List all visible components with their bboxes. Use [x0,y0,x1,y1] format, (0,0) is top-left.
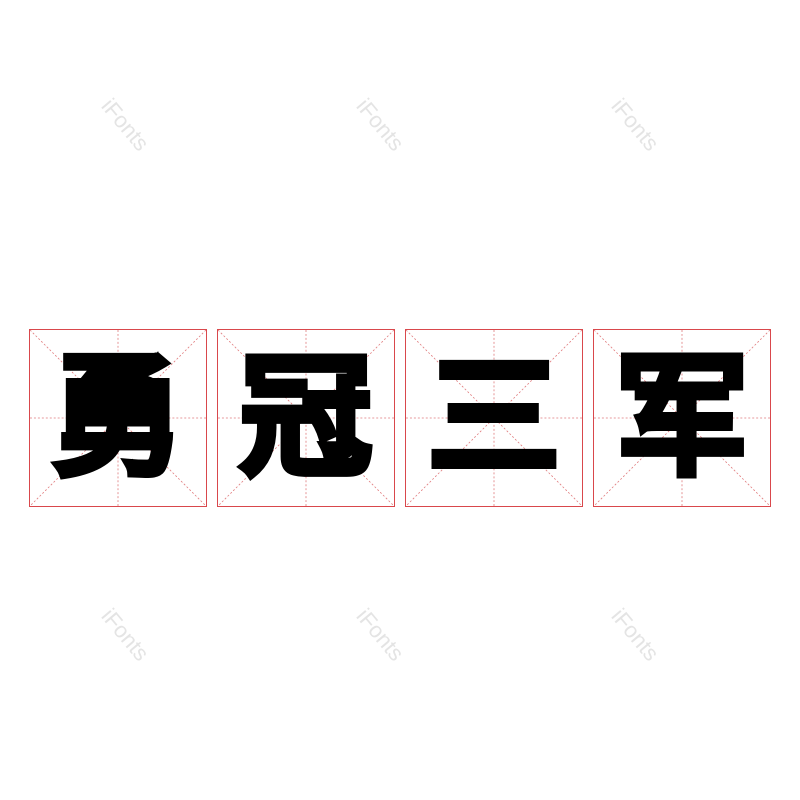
character: 军 [613,341,751,495]
grid-cell: 三 [405,329,583,507]
character: 勇 [49,341,187,495]
grid-guides [406,330,582,506]
grid-cell: 冠 [217,329,395,507]
character: 三 [425,341,563,495]
watermark: iFonts [351,93,410,156]
watermark: iFonts [606,603,665,666]
watermark: iFonts [351,603,410,666]
grid-guides [30,330,206,506]
grid-cell: 军 [593,329,771,507]
watermark: iFonts [606,93,665,156]
character: 冠 [237,341,375,495]
grid-cell: 勇 [29,329,207,507]
grid-guides [218,330,394,506]
watermark: iFonts [96,93,155,156]
grid-guides [594,330,770,506]
watermark: iFonts [96,603,155,666]
